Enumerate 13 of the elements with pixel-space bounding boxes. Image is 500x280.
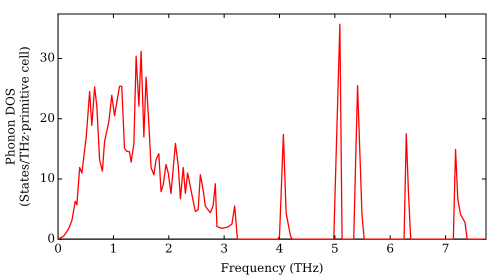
y-tick-label: 0 [47, 231, 56, 246]
x-tick-label: 1 [110, 242, 118, 256]
x-axis-title: Frequency (THz) [220, 260, 324, 275]
y-tick-label: 30 [40, 50, 56, 65]
x-tick-label: 5 [331, 242, 339, 256]
x-tick-label: 4 [276, 242, 284, 256]
x-tick-label: 3 [220, 242, 228, 256]
y-tick-label: 20 [40, 110, 56, 125]
x-tick-label: 6 [386, 242, 394, 256]
y-axis-title: Phonon DOS (States/THz·primitive cell) [3, 46, 32, 207]
y-tick-label: 10 [40, 171, 56, 186]
x-tick-label: 7 [442, 242, 450, 256]
x-tick-label: 2 [164, 242, 173, 256]
